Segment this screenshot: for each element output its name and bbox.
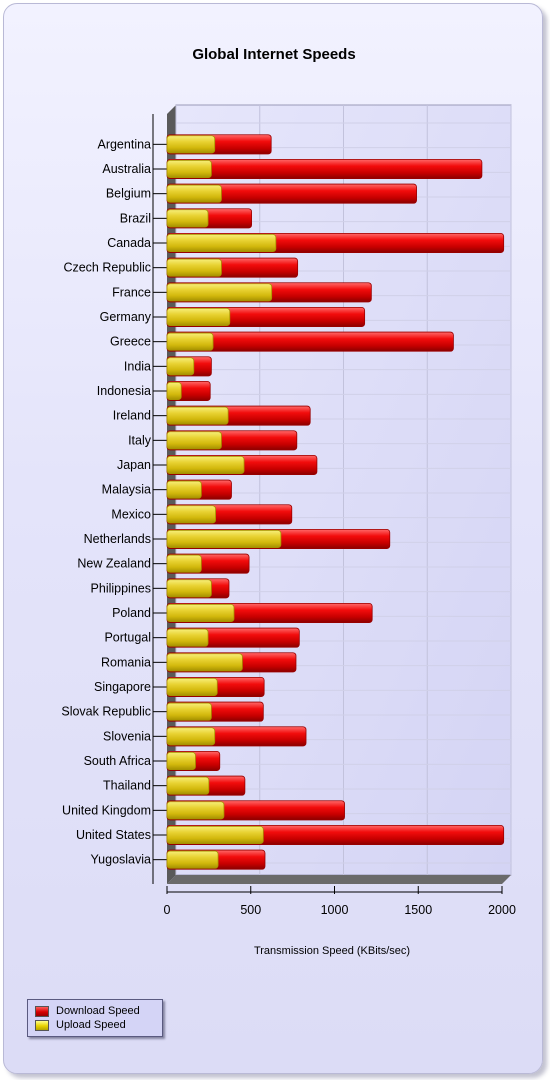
category-label: Singapore [94, 680, 151, 694]
bar-upload [166, 776, 210, 795]
legend: Download Speed Upload Speed [27, 999, 163, 1037]
bar-upload [166, 554, 202, 573]
x-tick-label: 1500 [404, 903, 432, 917]
bar-upload [166, 628, 209, 647]
bar-upload [166, 529, 282, 549]
category-label: Italy [128, 433, 152, 447]
category-label: Belgium [106, 187, 151, 201]
bar-upload [166, 233, 277, 253]
category-label: Romania [101, 655, 151, 669]
bar-upload [166, 283, 273, 302]
bar-upload [166, 505, 216, 524]
category-label: Indonesia [97, 384, 151, 398]
bar-upload [166, 677, 218, 697]
category-label: New Zealand [77, 557, 151, 571]
bar-upload [166, 209, 209, 228]
bar-upload [166, 579, 212, 598]
legend-item-download: Download Speed [35, 1004, 140, 1018]
legend-label-upload: Upload Speed [56, 1019, 126, 1031]
bar-upload [166, 258, 222, 277]
category-label: Netherlands [84, 532, 151, 546]
plot-floor [167, 875, 511, 884]
legend-item-upload: Upload Speed [35, 1018, 126, 1032]
bar-upload [166, 751, 196, 771]
category-label: Argentina [97, 137, 151, 151]
category-label: Ireland [113, 409, 151, 423]
category-label: Poland [112, 606, 151, 620]
category-label: Slovak Republic [61, 705, 151, 719]
upload-swatch-icon [35, 1019, 49, 1031]
bar-upload [166, 381, 182, 401]
category-label: United Kingdom [62, 803, 151, 817]
bar-upload [166, 455, 245, 475]
bar-upload [166, 653, 243, 672]
bar-upload [166, 825, 264, 845]
category-label: Thailand [103, 779, 151, 793]
category-label: Japan [117, 458, 151, 472]
bar-upload [166, 135, 216, 154]
category-label: Philippines [91, 581, 151, 595]
bar-upload [166, 307, 231, 327]
x-tick-label: 0 [164, 903, 171, 917]
category-label: France [112, 285, 151, 299]
category-label: Canada [107, 236, 151, 250]
category-label: Greece [110, 335, 151, 349]
bar-upload [166, 332, 214, 351]
bar-upload [166, 850, 219, 869]
category-label: Germany [100, 310, 152, 324]
bar-upload [166, 801, 225, 820]
category-label: Brazil [120, 211, 151, 225]
category-label: United States [76, 828, 151, 842]
x-axis-label: Transmission Speed (KBits/sec) [254, 945, 410, 957]
bar-upload [166, 480, 202, 499]
chart-title: Global Internet Speeds [192, 46, 356, 63]
bar-download [166, 158, 483, 180]
category-label: South Africa [84, 754, 151, 768]
category-label: Malaysia [102, 483, 151, 497]
x-tick-label: 2000 [488, 903, 516, 917]
category-label: Slovenia [103, 729, 151, 743]
x-tick-label: 500 [240, 903, 261, 917]
legend-label-download: Download Speed [56, 1005, 140, 1017]
bar-upload [166, 603, 235, 623]
category-label: Czech Republic [63, 261, 151, 275]
bar-upload [166, 431, 222, 450]
bar-upload [166, 159, 212, 179]
download-swatch-icon [35, 1005, 49, 1017]
x-tick-label: 1000 [321, 903, 349, 917]
category-label: Mexico [111, 507, 151, 521]
category-label: Portugal [104, 631, 151, 645]
bar-upload [166, 357, 195, 376]
bar-upload [166, 727, 216, 746]
category-label: Yugoslavia [91, 853, 152, 867]
bar-upload [166, 702, 212, 721]
category-label: Australia [102, 162, 151, 176]
category-label: India [124, 359, 151, 373]
bar-upload [166, 406, 229, 425]
bar-upload [166, 184, 222, 203]
